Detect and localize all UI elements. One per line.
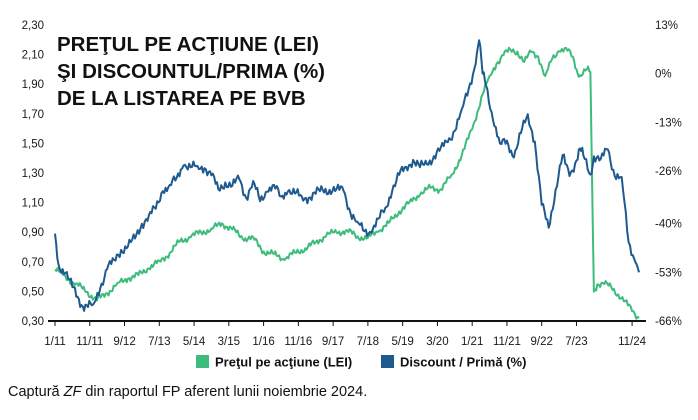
y-axis-right: 13% 0% -13% -26% -40% -53% -66% <box>655 20 682 328</box>
y-left-tick-label: 2,10 <box>22 50 44 62</box>
y-right-tick-label: -53% <box>655 267 682 279</box>
x-tick-label: 1/21 <box>461 336 483 348</box>
x-axis: 1/11 11/11 9/12 7/13 5/14 3/15 1/16 11/16 9/17 7/… <box>44 321 647 348</box>
series-line-discount <box>54 39 640 312</box>
chart-title: PREŢUL PE ACŢIUNE (LEI) ŞI DISCOUNTUL/PR… <box>57 33 325 110</box>
y-left-tick-label: 0,50 <box>22 286 44 298</box>
x-tick-label: 9/12 <box>113 336 135 348</box>
x-tick-label: 5/19 <box>391 336 413 348</box>
x-tick-label: 11/24 <box>618 336 647 348</box>
y-right-tick-label: 13% <box>655 20 678 32</box>
legend-swatch-discount <box>381 355 394 368</box>
x-tick-label: 3/15 <box>218 336 240 348</box>
caption: Captură ZF din raportul FP aferent lunii… <box>8 384 367 400</box>
y-left-tick-label: 0,70 <box>22 257 44 269</box>
x-tick-label: 5/14 <box>183 336 206 348</box>
y-left-tick-label: 0,90 <box>22 227 44 239</box>
caption-suffix: din raportul FP aferent lunii noiembrie … <box>81 384 368 400</box>
y-left-tick-label: 2,30 <box>22 20 44 32</box>
x-tick-label: 11/11 <box>76 336 103 348</box>
title-line-3: DE LA LISTAREA PE BVB <box>57 87 306 110</box>
y-left-tick-label: 1,50 <box>22 138 44 150</box>
series-layer <box>54 39 640 320</box>
x-tick-label: 3/20 <box>426 336 448 348</box>
caption-source: ZF <box>63 384 82 400</box>
x-tick-label: 1/16 <box>252 336 274 348</box>
x-tick-label: 9/22 <box>531 336 553 348</box>
y-left-tick-label: 0,30 <box>22 316 44 328</box>
title-line-2: ŞI DISCOUNTUL/PRIMA (%) <box>57 60 325 83</box>
x-tick-label: 9/17 <box>322 336 344 348</box>
legend: Preţul pe acţiune (LEI) Discount / Primă… <box>196 355 526 370</box>
legend-label-price: Preţul pe acţiune (LEI) <box>215 355 352 370</box>
legend-label-discount: Discount / Primă (%) <box>400 355 526 370</box>
y-axis-left: 2,30 2,10 1,90 1,70 1,50 1,30 1,10 0,90 0,70 0,50… <box>22 20 44 328</box>
y-right-tick-label: -26% <box>655 166 682 178</box>
x-tick-label: 7/13 <box>148 336 170 348</box>
y-right-tick-label: 0% <box>655 69 672 81</box>
y-left-tick-label: 1,30 <box>22 168 44 180</box>
y-left-tick-label: 1,70 <box>22 109 44 121</box>
y-left-tick-label: 1,10 <box>22 198 44 210</box>
legend-swatch-price <box>196 355 209 368</box>
x-tick-label: 11/16 <box>284 336 312 348</box>
x-tick-label: 1/11 <box>44 336 66 348</box>
x-tick-label: 7/23 <box>565 336 587 348</box>
x-tick-label: 7/18 <box>357 336 379 348</box>
title-line-1: PREŢUL PE ACŢIUNE (LEI) <box>57 33 319 56</box>
y-right-tick-label: -40% <box>655 219 682 231</box>
x-tick-label: 11/21 <box>493 336 521 348</box>
y-right-tick-label: -66% <box>655 316 682 328</box>
series-line-price <box>54 46 640 320</box>
y-left-tick-label: 1,90 <box>22 79 44 91</box>
caption-prefix: Captură <box>8 384 64 400</box>
y-right-tick-label: -13% <box>655 117 682 129</box>
